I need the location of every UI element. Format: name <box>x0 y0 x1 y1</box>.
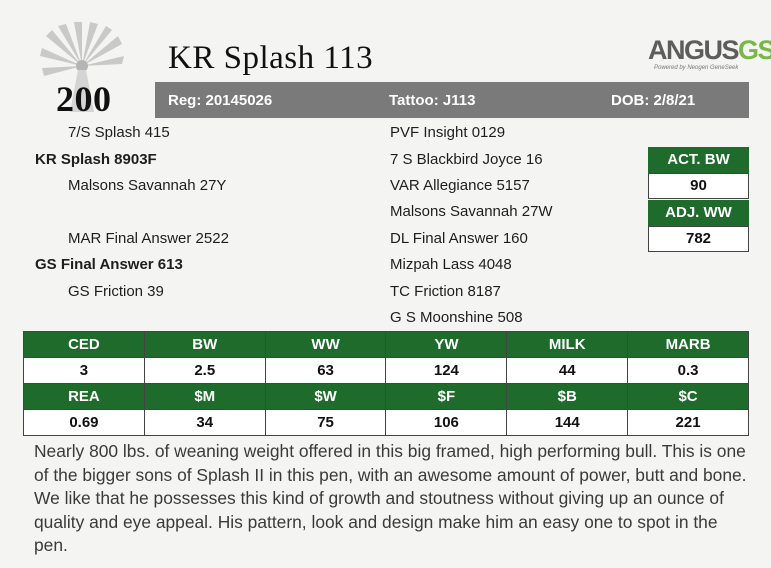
pedigree-ancestor: PVF Insight 0129 <box>390 124 506 141</box>
id-bar: Reg: 20145026 Tattoo: J113 DOB: 2/8/21 <box>155 82 749 118</box>
pedigree-dam-sire: MAR Final Answer 2522 <box>68 230 229 247</box>
adjusted-weaning-weight-label: ADJ. WW <box>648 200 749 226</box>
epd-value: 0.3 <box>627 357 749 384</box>
epd-value: 34 <box>143 409 266 436</box>
actual-birth-weight-value: 90 <box>648 173 749 199</box>
pedigree-sire: KR Splash 8903F <box>35 151 157 168</box>
epd-value: 75 <box>264 409 387 436</box>
logo-accent-text: GS <box>738 35 771 65</box>
epd-value: 144 <box>506 409 629 436</box>
epd-header: $W <box>264 383 387 410</box>
epd-header: YW <box>385 331 508 358</box>
pedigree-ancestor: G S Moonshine 508 <box>390 309 523 326</box>
logo-main-text: ANGUS <box>648 35 740 65</box>
pedigree-dam-dam: GS Friction 39 <box>68 283 164 300</box>
epd-header: $F <box>385 383 508 410</box>
registration-number: Reg: 20145026 <box>168 92 273 109</box>
actual-birth-weight-label: ACT. BW <box>648 147 749 173</box>
pedigree-ancestor: TC Friction 8187 <box>390 283 501 300</box>
epd-header-row: REA $M $W $F $B $C <box>23 383 749 410</box>
epd-header: REA <box>23 383 145 410</box>
animal-name: KR Splash 113 <box>168 40 374 76</box>
epd-value-row: 0.69 34 75 106 144 221 <box>23 409 749 436</box>
epd-header: $C <box>627 383 749 410</box>
windmill-logo-icon <box>40 22 124 112</box>
pedigree-ancestor: 7 S Blackbird Joyce 16 <box>390 151 543 168</box>
epd-header: BW <box>143 331 266 358</box>
pedigree-dam: GS Final Answer 613 <box>35 256 183 273</box>
epd-header: MARB <box>627 331 749 358</box>
lot-comments: Nearly 800 lbs. of weaning weight offere… <box>34 441 747 556</box>
angus-gs-logo: ANGUSGS Powered by Neogen GeneSeek <box>648 35 771 82</box>
pedigree-ancestor: Malsons Savannah 27W <box>390 203 553 220</box>
tattoo: Tattoo: J113 <box>389 92 476 109</box>
lot-number: 200 <box>56 79 112 119</box>
date-of-birth: DOB: 2/8/21 <box>611 92 696 109</box>
epd-header: $M <box>143 383 266 410</box>
epd-value: 0.69 <box>23 409 145 436</box>
logo-tagline: Powered by Neogen GeneSeek <box>654 65 739 71</box>
epd-header: CED <box>23 331 145 358</box>
pedigree-ancestor: VAR Allegiance 5157 <box>390 177 530 194</box>
epd-value: 63 <box>264 357 387 384</box>
epd-header: MILK <box>506 331 629 358</box>
epd-value: 3 <box>23 357 145 384</box>
epd-value: 221 <box>627 409 749 436</box>
epd-value: 44 <box>506 357 629 384</box>
epd-header: $B <box>506 383 629 410</box>
pedigree-sire-sire: 7/S Splash 415 <box>68 124 170 141</box>
epd-header: WW <box>264 331 387 358</box>
epd-header-row: CED BW WW YW MILK MARB <box>23 331 749 358</box>
pedigree-ancestor: Mizpah Lass 4048 <box>390 256 512 273</box>
epd-value: 106 <box>385 409 508 436</box>
pedigree-ancestor: DL Final Answer 160 <box>390 230 528 247</box>
adjusted-weaning-weight-value: 782 <box>648 226 749 252</box>
pedigree-sire-dam: Malsons Savannah 27Y <box>68 177 227 194</box>
epd-table: CED BW WW YW MILK MARB 3 2.5 63 124 44 0… <box>23 331 749 436</box>
epd-value: 2.5 <box>143 357 266 384</box>
epd-value: 124 <box>385 357 508 384</box>
epd-value-row: 3 2.5 63 124 44 0.3 <box>23 357 749 384</box>
